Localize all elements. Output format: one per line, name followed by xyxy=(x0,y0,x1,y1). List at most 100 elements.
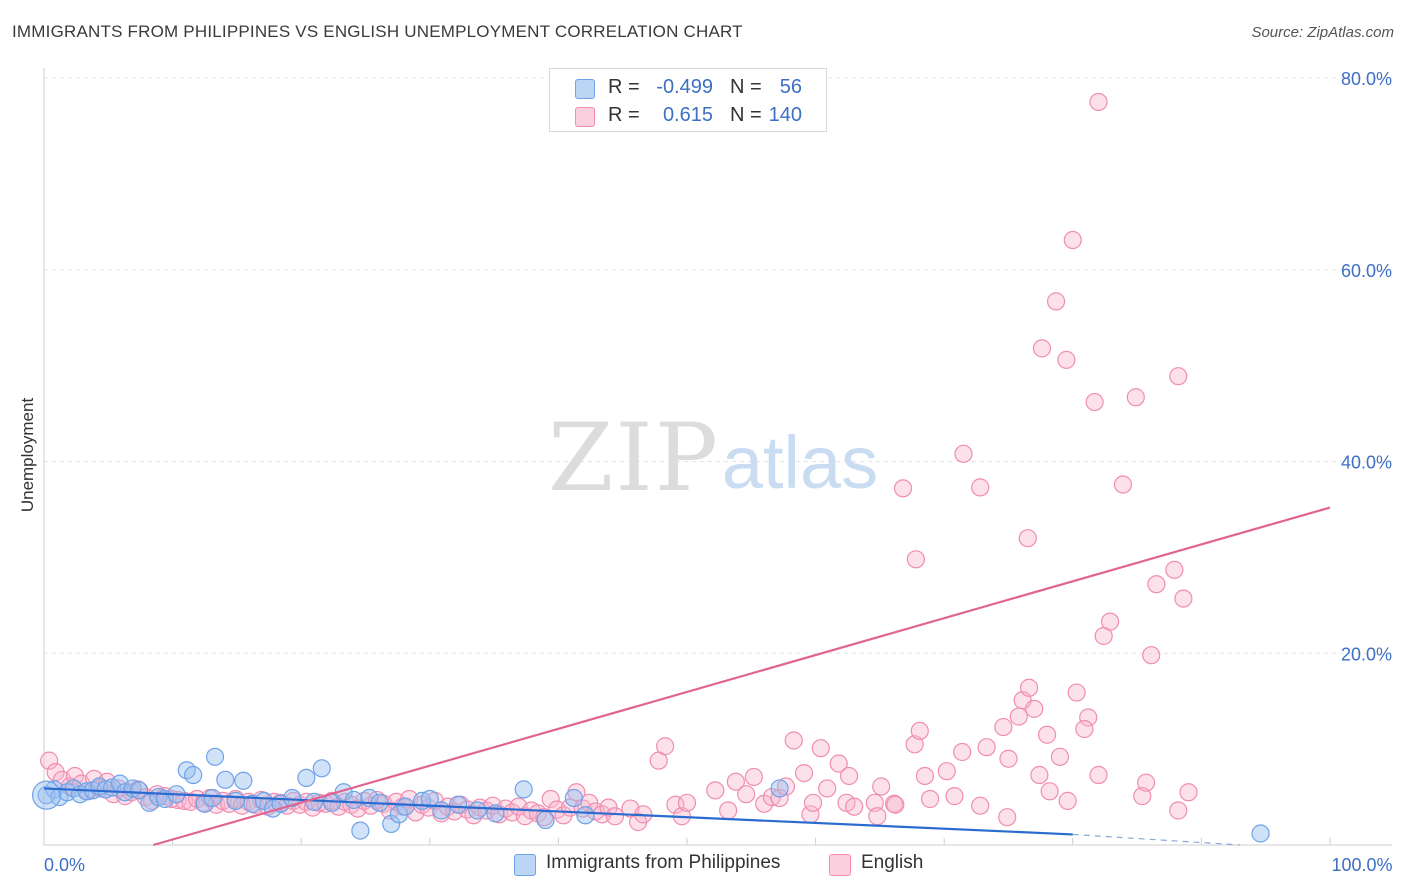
point-english xyxy=(977,738,996,757)
bottom-legend-label-english: English xyxy=(861,852,924,873)
point-english xyxy=(784,731,803,750)
legend-n-value: 56 xyxy=(779,76,802,98)
point-english xyxy=(998,808,1017,827)
legend-n-label: N = xyxy=(730,76,762,98)
point-english xyxy=(1165,560,1184,579)
point-english xyxy=(811,739,830,758)
point-english xyxy=(1179,783,1198,802)
point-english xyxy=(1063,230,1082,250)
point-philippines xyxy=(130,781,149,800)
point-english xyxy=(1147,575,1166,594)
legend-row-english: R = 0.615 N = 140 xyxy=(550,101,826,129)
point-english xyxy=(872,777,891,796)
point-english xyxy=(1019,678,1039,697)
watermark-zip: ZIP xyxy=(548,404,720,513)
point-english xyxy=(905,735,924,754)
point-english xyxy=(1037,725,1057,744)
point-philippines xyxy=(564,788,583,808)
point-philippines xyxy=(432,801,451,820)
point-english xyxy=(893,479,913,498)
legend-row-philippines: R = -0.499 N = 56 xyxy=(550,73,826,101)
point-english xyxy=(1057,350,1076,369)
point-philippines xyxy=(226,791,245,810)
tick-labels: 20.0% 40.0% 60.0% 80.0% 0.0% 100.0% xyxy=(44,69,1393,875)
trend-line-philippines xyxy=(43,787,1073,836)
point-english xyxy=(744,767,763,787)
point-english xyxy=(920,789,940,809)
point-english xyxy=(953,742,972,762)
point-philippines xyxy=(216,770,235,789)
y-axis-label: Unemployment xyxy=(18,397,37,513)
watermark: ZIP atlas xyxy=(548,404,878,513)
trend-line-philippines-extension xyxy=(1072,833,1241,846)
legend-swatch-english xyxy=(575,107,595,127)
point-philippines xyxy=(184,765,203,785)
point-english xyxy=(770,788,789,808)
point-philippines xyxy=(448,795,468,814)
point-philippines xyxy=(1251,824,1270,843)
legend-r-label: R = xyxy=(608,104,640,126)
point-philippines xyxy=(420,789,439,809)
y-tick-label: 40.0% xyxy=(1341,453,1392,473)
point-philippines xyxy=(344,790,364,810)
legend-r-value: -0.499 xyxy=(656,76,713,98)
point-english xyxy=(839,766,859,786)
point-english xyxy=(1089,765,1108,785)
point-english xyxy=(1046,292,1066,311)
point-philippines xyxy=(243,794,262,813)
point-english xyxy=(706,781,725,800)
point-english xyxy=(1032,339,1052,358)
point-english xyxy=(1040,782,1059,801)
chart-title: IMMIGRANTS FROM PHILIPPINES VS ENGLISH U… xyxy=(12,22,743,41)
bottom-legend-label-philippines: Immigrants from Philippines xyxy=(546,852,781,873)
point-philippines xyxy=(770,779,789,798)
point-english xyxy=(915,766,935,786)
x-tick-label: 0.0% xyxy=(44,855,85,875)
point-english xyxy=(1100,612,1120,631)
point-english xyxy=(1030,765,1049,785)
point-english xyxy=(945,787,964,806)
source-label: Source: ZipAtlas.com xyxy=(1251,24,1394,41)
point-english xyxy=(999,749,1018,768)
point-english xyxy=(1085,392,1104,412)
point-english xyxy=(1137,773,1156,792)
point-english xyxy=(1079,708,1098,727)
point-english xyxy=(1174,589,1193,608)
point-english xyxy=(40,751,59,770)
watermark-atlas: atlas xyxy=(722,421,878,504)
point-english xyxy=(910,721,929,741)
point-english xyxy=(845,797,864,816)
point-philippines xyxy=(576,806,595,825)
point-philippines xyxy=(203,788,222,808)
point-philippines xyxy=(234,771,253,790)
bottom-legend-swatch-philippines xyxy=(514,854,536,876)
point-english xyxy=(1169,367,1188,386)
point-english xyxy=(868,807,887,826)
x-tick-label: 100.0% xyxy=(1331,855,1392,875)
y-tick-label: 60.0% xyxy=(1341,261,1392,281)
point-english xyxy=(994,717,1013,737)
point-english xyxy=(605,807,625,826)
point-english xyxy=(803,793,823,812)
point-english xyxy=(1126,388,1145,407)
point-english xyxy=(656,737,675,756)
point-philippines xyxy=(31,780,62,810)
point-philippines xyxy=(205,747,225,766)
y-tick-label: 20.0% xyxy=(1341,644,1392,664)
correlation-legend: R = -0.499 N = 56 R = 0.615 N = 140 xyxy=(549,68,827,132)
point-english xyxy=(1089,92,1108,112)
legend-swatch-philippines xyxy=(575,79,595,99)
point-english xyxy=(1058,791,1077,810)
point-english xyxy=(937,762,956,781)
point-english xyxy=(1075,719,1094,739)
point-philippines xyxy=(514,780,533,799)
point-english xyxy=(541,789,560,809)
point-english xyxy=(971,796,990,815)
point-english xyxy=(1018,529,1037,548)
trend-line-english xyxy=(153,506,1331,847)
point-philippines xyxy=(312,759,331,778)
point-english xyxy=(1050,747,1070,766)
grid-lines xyxy=(44,77,1392,654)
legend-r-value: 0.615 xyxy=(662,104,713,126)
point-english xyxy=(719,801,738,820)
